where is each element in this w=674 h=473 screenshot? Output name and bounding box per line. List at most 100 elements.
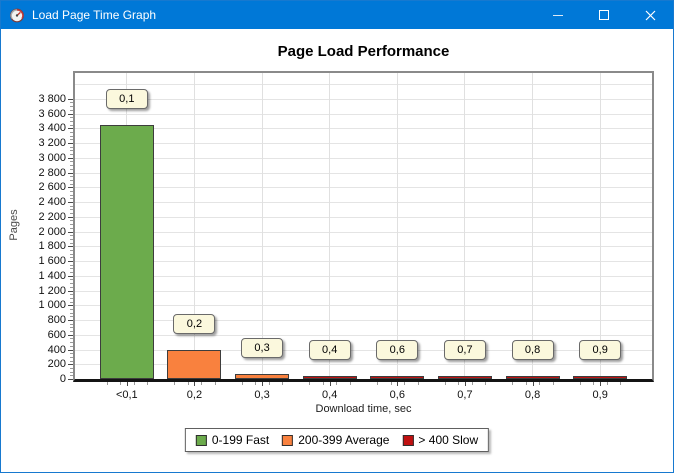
x-tick-minor bbox=[525, 382, 527, 385]
x-tick-label: 0,9 bbox=[592, 389, 608, 401]
y-tick-label: 3 200 bbox=[38, 137, 66, 150]
x-tick-minor bbox=[106, 382, 108, 385]
v-gridline bbox=[261, 73, 263, 379]
x-tick-minor bbox=[417, 382, 419, 385]
bar-callout: 0,3 bbox=[241, 337, 284, 358]
maximize-icon bbox=[599, 10, 609, 20]
bar-06 bbox=[370, 376, 425, 379]
x-tick-major bbox=[329, 382, 331, 386]
bar-08 bbox=[505, 376, 560, 379]
legend-swatch-slow bbox=[402, 434, 414, 446]
h-gridline bbox=[75, 290, 652, 292]
legend: 0-199 Fast 200-399 Average > 400 Slow bbox=[184, 428, 490, 452]
bar-04 bbox=[302, 376, 357, 379]
y-axis-title: Pages bbox=[8, 209, 20, 241]
x-tick-minor bbox=[187, 382, 189, 385]
x-tick-major bbox=[600, 382, 602, 386]
bar-09 bbox=[573, 376, 628, 379]
h-gridline bbox=[75, 172, 652, 174]
h-gridline bbox=[75, 157, 652, 159]
x-tick-minor bbox=[593, 382, 595, 385]
x-tick-minor bbox=[255, 382, 257, 385]
window-controls bbox=[535, 1, 673, 29]
x-tick-label: 0,6 bbox=[389, 389, 405, 401]
title-bar: Load Page Time Graph bbox=[1, 1, 673, 29]
bar-callout: 0,2 bbox=[173, 313, 216, 334]
legend-swatch-average bbox=[282, 434, 294, 446]
x-tick-minor bbox=[309, 382, 311, 385]
h-gridline bbox=[75, 349, 652, 351]
v-gridline bbox=[193, 73, 195, 379]
x-tick-label: 0,2 bbox=[186, 389, 203, 401]
h-gridline bbox=[75, 216, 652, 218]
h-gridline bbox=[75, 187, 652, 189]
h-gridline bbox=[75, 143, 652, 145]
h-gridline bbox=[75, 364, 652, 366]
x-tick-minor bbox=[579, 382, 581, 385]
bar-03 bbox=[235, 373, 290, 379]
x-tick-minor bbox=[552, 382, 554, 385]
y-tick-label: 3 800 bbox=[38, 92, 66, 105]
x-tick-label: <0,1 bbox=[115, 389, 138, 401]
h-gridline bbox=[75, 84, 652, 86]
x-axis-title: Download time, sec bbox=[315, 403, 412, 415]
x-tick-minor bbox=[120, 382, 122, 385]
y-tick-label: 400 bbox=[47, 343, 66, 356]
x-tick-minor bbox=[377, 382, 379, 385]
x-tick-label: 0,3 bbox=[254, 389, 270, 401]
x-tick-minor bbox=[268, 382, 270, 385]
x-tick-minor bbox=[282, 382, 284, 385]
x-tick-minor bbox=[458, 382, 460, 385]
y-tick-label: 1 000 bbox=[38, 299, 66, 312]
x-tick-minor bbox=[322, 382, 324, 385]
x-tick-minor bbox=[241, 382, 243, 385]
y-tick-label: 200 bbox=[47, 358, 66, 371]
h-gridline bbox=[75, 261, 652, 263]
v-gridline bbox=[464, 73, 466, 379]
legend-item: > 400 Slow bbox=[402, 433, 478, 447]
x-tick-minor bbox=[147, 382, 149, 385]
h-gridline bbox=[75, 98, 652, 100]
y-tick-label: 3 400 bbox=[38, 122, 66, 135]
bar-callout: 0,1 bbox=[105, 88, 148, 109]
y-tick-label: 600 bbox=[47, 328, 66, 341]
maximize-button[interactable] bbox=[581, 1, 627, 29]
y-tick-label: 0 bbox=[59, 373, 66, 385]
x-tick-major bbox=[126, 382, 128, 386]
bar-01 bbox=[99, 124, 154, 379]
v-gridline bbox=[599, 73, 601, 379]
minimize-icon bbox=[553, 14, 563, 16]
x-tick-label: 0,4 bbox=[322, 389, 338, 401]
chart-title: Page Load Performance bbox=[277, 43, 450, 60]
close-button[interactable] bbox=[627, 1, 673, 29]
x-tick-minor bbox=[471, 382, 473, 385]
x-tick-minor bbox=[444, 382, 446, 385]
x-tick-minor bbox=[404, 382, 406, 385]
bar-02 bbox=[167, 349, 222, 379]
plot-area bbox=[73, 71, 654, 382]
h-gridline bbox=[75, 334, 652, 336]
x-tick-minor bbox=[214, 382, 216, 385]
x-tick-minor bbox=[201, 382, 203, 385]
legend-item: 0-199 Fast bbox=[195, 433, 270, 447]
minimize-button[interactable] bbox=[535, 1, 581, 29]
x-tick-major bbox=[397, 382, 399, 386]
y-tick-label: 3 600 bbox=[38, 107, 66, 120]
v-gridline bbox=[329, 73, 331, 379]
bar-callout: 0,4 bbox=[308, 340, 351, 360]
legend-swatch-fast bbox=[195, 434, 207, 446]
v-gridline bbox=[532, 73, 534, 379]
h-gridline bbox=[75, 246, 652, 248]
x-tick-minor bbox=[606, 382, 608, 385]
x-tick-major bbox=[464, 382, 466, 386]
v-gridline bbox=[396, 73, 398, 379]
chart-canvas: Page Load Performance Pages 0 200 400 600 80… bbox=[1, 29, 673, 472]
x-tick-minor bbox=[512, 382, 514, 385]
y-tick-label: 800 bbox=[47, 314, 66, 326]
legend-label: 0-199 Fast bbox=[211, 433, 270, 447]
x-tick-major bbox=[262, 382, 264, 386]
x-tick-minor bbox=[174, 382, 176, 385]
x-tick-minor bbox=[336, 382, 338, 385]
x-tick-label: 0,7 bbox=[457, 389, 473, 401]
